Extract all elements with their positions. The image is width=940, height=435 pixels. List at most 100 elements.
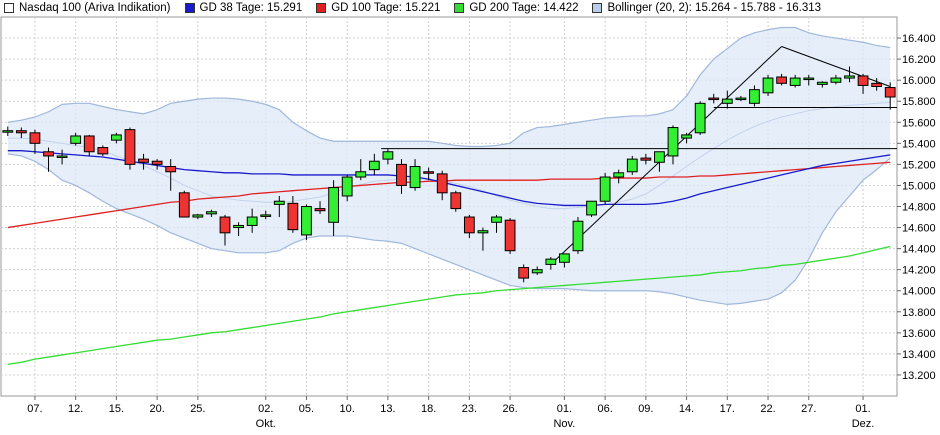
x-tick-label: 17. [720, 403, 735, 415]
moving-averages [7, 150, 891, 366]
x-tick-label: 13. [380, 403, 395, 415]
y-tick-label: 13.400 [902, 349, 936, 361]
candle [871, 78, 883, 91]
candle [830, 74, 842, 85]
candle-body [491, 216, 502, 223]
candle-body [518, 267, 530, 279]
candle [735, 95, 747, 102]
candle [884, 82, 896, 110]
candle [138, 153, 149, 170]
x-tick-label: 27. [801, 403, 816, 415]
candle [192, 213, 204, 220]
candle [694, 101, 706, 135]
x-tick-label: 06. [597, 403, 612, 415]
gd200-line [7, 245, 891, 366]
x-tick-label: 25. [190, 403, 205, 415]
candle-body [192, 214, 204, 218]
candle [396, 159, 407, 194]
x-tick-label: 23. [462, 403, 477, 415]
candle [70, 132, 82, 146]
bollinger-lower-line [7, 153, 891, 306]
candle-body [531, 269, 543, 274]
candle [287, 195, 299, 233]
candle [328, 180, 339, 236]
candle-body [708, 97, 720, 101]
x-tick-label: 22. [760, 403, 775, 415]
x-tick-label: 05. [299, 403, 314, 415]
candle [626, 155, 638, 175]
candle [803, 74, 815, 86]
candle [816, 81, 828, 88]
y-tick-label: 13.800 [902, 307, 936, 319]
candle-body [382, 151, 394, 160]
y-tick-label: 14.000 [902, 286, 936, 298]
legend-item-gd200: GD 200 Tage: 14.422 [454, 2, 578, 14]
candle-body [43, 151, 54, 157]
x-tick-label: 12. [68, 403, 83, 415]
x-month-label: Dez. [852, 418, 875, 430]
legend-swatch [454, 3, 465, 13]
candle-body [477, 230, 489, 234]
gd38-line [7, 150, 891, 207]
x-tick-label: 02. [258, 403, 273, 415]
legend-swatch [4, 3, 14, 13]
candle-body [138, 158, 149, 163]
candle [368, 153, 380, 175]
x-tick-label: 18. [421, 403, 436, 415]
candle-body [287, 202, 299, 231]
candle-body [450, 192, 462, 210]
candle [762, 74, 774, 96]
candle [341, 174, 353, 202]
legend-label: Bollinger (20, 2): 15.264 - 15.788 - 16.… [607, 2, 822, 14]
candle-body [165, 165, 177, 173]
candle-body [206, 211, 217, 215]
candle-body [749, 89, 760, 104]
candle-body [694, 102, 706, 134]
candle [29, 129, 41, 154]
legend-label: GD 200 Tage: 14.422 [469, 2, 579, 14]
candle [613, 169, 625, 184]
candle [531, 266, 543, 275]
bollinger-fill [7, 27, 891, 305]
candle [559, 253, 570, 268]
legend-swatch [592, 3, 603, 13]
y-tick-label: 15.200 [902, 159, 936, 171]
x-tick-label: 15. [109, 403, 124, 415]
candle-body [613, 172, 625, 178]
y-tick-label: 16.400 [902, 33, 936, 45]
candle-body [409, 165, 421, 189]
legend-item-nasdaq: Nasdaq 100 (Ariva Indikation) [4, 2, 171, 14]
candle [165, 159, 177, 191]
y-tick-label: 15.600 [902, 117, 936, 129]
candle [124, 127, 136, 170]
x-tick-label: 20. [149, 403, 164, 415]
candle-body [219, 216, 231, 234]
candles [2, 66, 896, 283]
candle-body [721, 98, 733, 104]
candle-body [15, 130, 27, 134]
candle [151, 159, 163, 170]
candle-body [884, 87, 896, 98]
gd100-line [7, 161, 891, 229]
x-tick-label: 26. [502, 403, 517, 415]
x-tick-label: 01. [557, 403, 572, 415]
y-tick-label: 16.000 [902, 75, 936, 87]
y-tick-label: 14.400 [902, 244, 936, 256]
y-tick-label: 13.600 [902, 328, 936, 340]
legend-label: GD 100 Tage: 15.221 [331, 2, 441, 14]
candle [206, 209, 217, 218]
bollinger-band [7, 26, 891, 306]
legend-label: Nasdaq 100 (Ariva Indikation) [19, 2, 171, 14]
candle-body [504, 219, 516, 252]
candle [355, 159, 367, 181]
trendline [781, 46, 891, 87]
candle [586, 200, 597, 218]
legend-swatch [184, 3, 195, 13]
legend-label: GD 38 Tage: 15.291 [199, 2, 303, 14]
candle-body [2, 130, 14, 133]
x-tick-label: 07. [27, 403, 42, 415]
candle-body [599, 176, 611, 202]
candle-body [341, 176, 353, 197]
x-month-label: Nov. [553, 418, 575, 430]
